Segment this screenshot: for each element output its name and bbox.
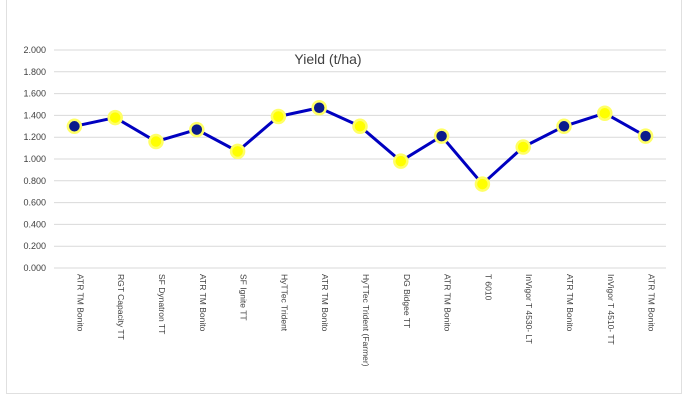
x-tick-label: ATR TM Bonito: [443, 274, 453, 332]
y-tick-label: 1.200: [23, 132, 46, 142]
x-tick-label: InVigor T 4510- TT: [606, 274, 616, 345]
data-point-highlight: [556, 118, 572, 135]
chart-title: Yield (t/ha): [294, 51, 361, 67]
x-tick-label: SF Ignite TT: [239, 274, 249, 321]
data-point-highlight: [189, 121, 205, 138]
data-point: [229, 143, 246, 160]
y-tick-label: 0.600: [23, 198, 46, 208]
data-point-highlight: [433, 128, 450, 144]
x-tick-label: HyTTec Trident: [279, 274, 289, 332]
x-tick-label: ATR TM Bonito: [75, 274, 85, 332]
data-point-highlight: [66, 118, 83, 135]
x-tick-label: ATR TM Bonito: [647, 274, 657, 332]
data-point-highlight: [637, 128, 654, 144]
data-point: [107, 109, 123, 126]
chart-frame: [6, 0, 682, 394]
data-point: [352, 118, 368, 135]
x-tick-label: HyTTec Trident (Farmer): [361, 274, 371, 367]
y-tick-label: 1.400: [23, 110, 46, 120]
x-tick-label: ATR TM Bonito: [565, 274, 575, 332]
x-tick-label: ATR TM Bonito: [198, 274, 208, 332]
y-tick-label: 0.000: [23, 263, 46, 273]
data-point: [148, 133, 164, 150]
y-tick-label: 0.800: [23, 176, 46, 186]
x-tick-label: RGT Capacity TT: [116, 274, 126, 340]
x-tick-label: SF Dynatron TT: [157, 274, 167, 334]
x-axis-ticks: ATR TM Bonito RGT Capacity TT SF Dynatron …: [75, 274, 656, 367]
y-axis-ticks: 0.000 0.200 0.400 0.600 0.800 1.000 1.200 1.400…: [23, 45, 46, 273]
x-tick-label: ATR TM Bonito: [320, 274, 330, 332]
data-point: [270, 108, 287, 125]
y-tick-label: 1.800: [23, 67, 46, 77]
y-tick-label: 1.600: [23, 89, 46, 99]
data-point: [393, 153, 409, 169]
y-tick-label: 0.400: [23, 219, 46, 229]
y-tick-label: 0.200: [23, 241, 46, 251]
y-tick-label: 1.000: [23, 154, 46, 164]
data-point: [515, 139, 531, 155]
x-tick-label: DG Bidgee TT: [402, 274, 412, 328]
x-tick-label: T 6010: [483, 274, 493, 301]
y-tick-label: 2.000: [23, 45, 46, 55]
data-points: [66, 100, 654, 192]
data-point: [597, 105, 613, 121]
data-point-highlight: [311, 100, 327, 116]
x-tick-label: InVigor T 4530- LT: [524, 274, 534, 344]
gridlines: [54, 49, 666, 269]
data-point: [474, 176, 491, 192]
